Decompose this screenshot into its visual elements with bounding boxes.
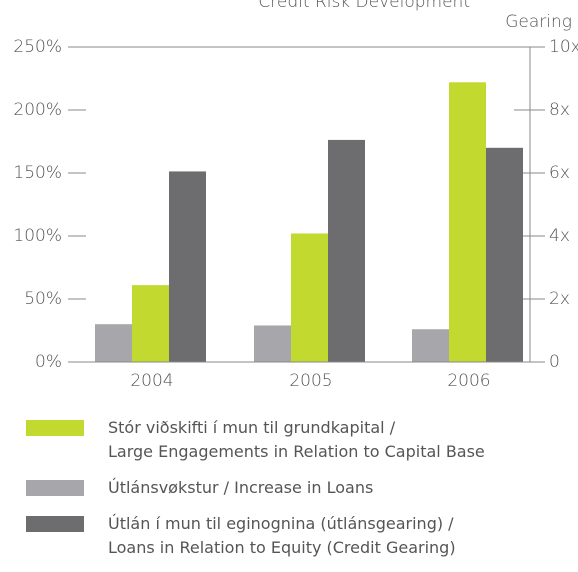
legend-swatch: [26, 420, 84, 436]
bar: [328, 139, 365, 362]
y2-tick-label: 8x: [549, 100, 570, 120]
legend-swatch: [26, 480, 84, 496]
bar: [449, 82, 486, 362]
legend-label: Stór viðskifti í mun til grundkapital / …: [108, 418, 485, 461]
y-tick-label: 50%: [24, 289, 62, 309]
y2-tick-label: 2x: [549, 289, 570, 309]
legend: Stór viðskifti í mun til grundkapital / …: [26, 416, 578, 572]
y2-tick-label: 0: [549, 352, 560, 372]
bar: [412, 329, 449, 362]
y2-tick-label: 6x: [549, 163, 570, 183]
bar: [95, 324, 132, 362]
legend-item: Útlánsvøkstur / Increase in Loans: [26, 476, 578, 500]
chart-title: Credit Risk Development: [258, 0, 470, 12]
y2-tick-label: 10x: [549, 37, 578, 57]
chart: Credit Risk Development Gearing 0% 50% 100…: [13, 0, 578, 391]
y-tick-label: 0%: [35, 352, 62, 372]
bar: [291, 233, 328, 362]
legend-item: Útlán í mun til eginognina (útlánsgearin…: [26, 512, 578, 560]
bar: [132, 285, 169, 362]
x-tick-label: 2004: [130, 371, 173, 391]
y-tick-label: 200%: [13, 100, 62, 120]
legend-label: Útlánsvøkstur / Increase in Loans: [108, 478, 374, 497]
legend-item: Stór viðskifti í mun til grundkapital / …: [26, 416, 578, 464]
y-tick-label: 100%: [13, 226, 62, 246]
x-tick-label: 2005: [289, 371, 332, 391]
y2-tick-label: 4x: [549, 226, 570, 246]
y-tick-label: 250%: [13, 37, 62, 57]
y-tick-label: 150%: [13, 163, 62, 183]
legend-swatch: [26, 516, 84, 532]
y2-axis-label: Gearing: [505, 12, 572, 32]
bar: [486, 147, 523, 362]
bar: [254, 325, 291, 362]
legend-label: Útlán í mun til eginognina (útlánsgearin…: [108, 514, 456, 557]
x-tick-label: 2006: [447, 371, 490, 391]
bar: [169, 171, 206, 362]
